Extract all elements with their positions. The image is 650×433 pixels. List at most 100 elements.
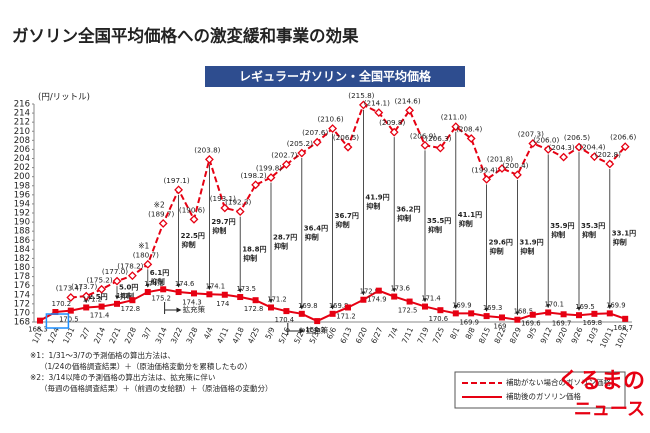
y-tick-label: 184 bbox=[14, 245, 30, 255]
x-tick-label: 7/4 bbox=[387, 326, 400, 341]
subsidy-label: 抑制 bbox=[459, 219, 473, 228]
value-label: 171.4 bbox=[421, 295, 440, 303]
marker-square bbox=[329, 310, 336, 317]
marker-square bbox=[252, 297, 259, 304]
marker-square bbox=[591, 310, 598, 317]
value-label: 168.2 bbox=[305, 326, 324, 334]
value-label: 172.8 bbox=[244, 305, 263, 313]
banner bbox=[205, 66, 465, 87]
value-label: (178.2) bbox=[117, 262, 143, 271]
y-tick-label: 200 bbox=[14, 172, 30, 182]
subsidy-amount: 29.6円 bbox=[489, 239, 513, 247]
marker-square bbox=[37, 317, 43, 324]
y-tick-label: 186 bbox=[14, 236, 30, 246]
value-label: (201.8) bbox=[487, 154, 513, 163]
marker-square bbox=[483, 313, 490, 320]
marker-diamond bbox=[435, 143, 445, 153]
marker-diamond bbox=[204, 154, 214, 164]
subsidy-amount: 5.0円 bbox=[119, 283, 138, 291]
value-label: (206.6) bbox=[610, 133, 636, 142]
marker-diamond bbox=[297, 148, 307, 158]
value-label: (198.2) bbox=[241, 171, 267, 180]
value-label: (208.4) bbox=[456, 125, 482, 134]
y-tick-label: 216 bbox=[14, 100, 30, 110]
footnote: ※1：1/31～3/7の予測価格の算出方法は、 bbox=[30, 350, 175, 360]
subsidy-amount: 28.7円 bbox=[273, 234, 297, 242]
x-tick-label: 5/9 bbox=[263, 326, 276, 341]
marker-diamond bbox=[112, 276, 122, 286]
marker-square bbox=[622, 315, 629, 322]
marker-square bbox=[468, 310, 475, 317]
subsidy-label: 抑制 bbox=[551, 230, 565, 239]
subsidy-label: 抑制 bbox=[120, 291, 134, 300]
x-tick-label: 6/13 bbox=[338, 326, 353, 345]
value-label: 168.7 bbox=[613, 324, 632, 332]
x-tick-label: 2/7 bbox=[79, 326, 92, 341]
value-label: (203.8) bbox=[194, 145, 220, 154]
subsidy-amount: 35.9円 bbox=[550, 222, 574, 230]
value-label: (193.1) bbox=[210, 194, 236, 203]
value-label: 171.2 bbox=[267, 295, 286, 303]
subsidy-amount: 35.3円 bbox=[581, 222, 605, 230]
subsidy-amount: 29.7円 bbox=[211, 218, 235, 226]
value-label: 171.2 bbox=[82, 295, 101, 303]
marker-diamond bbox=[512, 170, 522, 180]
marker-diamond bbox=[605, 159, 615, 169]
footnote: （1/24の価格調査結果）＋（原油価格変動分を累積したもの） bbox=[40, 361, 252, 371]
x-tick-label: 6/27 bbox=[369, 326, 384, 345]
value-label: 173.6 bbox=[390, 285, 409, 293]
value-label: (199.8) bbox=[256, 164, 282, 173]
y-tick-label: 202 bbox=[14, 163, 30, 173]
point-note: ※2 bbox=[154, 200, 165, 209]
marker-square bbox=[268, 304, 274, 311]
marker-square bbox=[437, 307, 444, 314]
marker-square bbox=[514, 316, 521, 323]
subsidy-label: 抑制 bbox=[336, 220, 350, 229]
subsidy-amount: 6.1円 bbox=[150, 269, 169, 277]
marker-diamond bbox=[528, 139, 538, 148]
y-tick-label: 204 bbox=[14, 154, 30, 164]
x-tick-label: 2/14 bbox=[92, 326, 107, 345]
value-label: (215.8) bbox=[348, 91, 374, 100]
subsidy-amount: 35.5円 bbox=[427, 217, 451, 225]
value-label: (204.4) bbox=[579, 143, 605, 152]
value-label: (207.3) bbox=[518, 130, 544, 139]
value-label: 169.5 bbox=[575, 303, 594, 311]
marker-diamond bbox=[482, 174, 492, 184]
subsidy-amount: 36.7円 bbox=[335, 212, 359, 220]
marker-square bbox=[314, 318, 321, 325]
marker-square bbox=[191, 290, 197, 297]
page-title: ガソリン全国平均価格への激変緩和事業の効果 bbox=[12, 26, 359, 46]
y-tick-label: 198 bbox=[14, 181, 30, 191]
subsidy-amount: 22.5円 bbox=[181, 232, 205, 240]
marker-diamond bbox=[559, 152, 569, 162]
value-label: (173.7) bbox=[71, 282, 97, 291]
chart-title: レギュラーガソリン・全国平均価格 bbox=[239, 69, 432, 84]
y-tick-label: 194 bbox=[14, 199, 30, 209]
y-tick-label: 180 bbox=[14, 263, 30, 273]
marker-diamond bbox=[589, 152, 599, 162]
value-label: (204.3) bbox=[549, 143, 575, 152]
y-tick-label: 190 bbox=[14, 218, 30, 228]
x-tick-label: 2/21 bbox=[107, 326, 122, 345]
subsidy-label: 抑制 bbox=[243, 253, 257, 262]
marker-diamond bbox=[343, 142, 353, 152]
marker-square bbox=[360, 296, 367, 303]
value-label: 168.5 bbox=[514, 308, 533, 316]
value-label: 174.1 bbox=[206, 282, 225, 290]
value-label: 172.9 bbox=[360, 288, 379, 296]
value-label: (192.3) bbox=[225, 198, 251, 207]
subsidy-amount: 2.5円 bbox=[88, 293, 107, 301]
marker-square bbox=[67, 307, 74, 314]
subsidy-amount: 41.1円 bbox=[458, 211, 482, 219]
marker-diamond bbox=[574, 142, 584, 152]
y-tick-label: 192 bbox=[14, 209, 30, 219]
x-tick-label: 4/25 bbox=[246, 326, 261, 345]
value-label: (207.6) bbox=[302, 128, 328, 137]
highlight-box bbox=[45, 313, 70, 329]
value-label: 169.8 bbox=[298, 302, 317, 310]
x-tick-label: 4/11 bbox=[215, 326, 230, 345]
x-tick-label: 7/25 bbox=[431, 326, 446, 345]
marker-diamond bbox=[251, 180, 261, 190]
